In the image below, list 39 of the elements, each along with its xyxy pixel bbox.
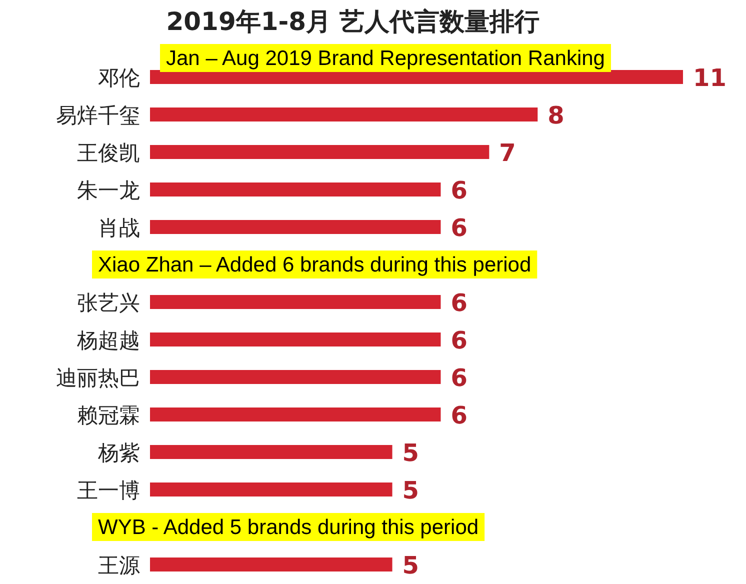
y-tick-label: 王源 (98, 554, 140, 578)
data-label: 6 (450, 176, 468, 204)
y-tick-label: 易烊千玺 (56, 104, 140, 128)
bar (150, 445, 392, 459)
bar (150, 220, 441, 234)
data-label: 6 (450, 326, 468, 354)
data-label: 8 (548, 102, 564, 130)
data-label: 5 (402, 439, 419, 467)
bar (150, 370, 441, 384)
y-tick-label: 迪丽热巴 (56, 366, 140, 390)
bar (150, 182, 441, 196)
y-tick-label: 张艺兴 (77, 291, 140, 315)
y-tick-label: 邓伦 (98, 66, 140, 90)
y-tick-label: 王俊凯 (77, 141, 140, 165)
bar (150, 145, 490, 159)
chart-title: 2019年1-8月 艺人代言数量排行 (166, 7, 540, 36)
bar (150, 408, 441, 422)
y-tick-label: 王一博 (77, 478, 140, 502)
data-label: 7 (499, 139, 516, 167)
bar (150, 558, 392, 572)
data-label: 6 (450, 402, 468, 430)
bar (150, 295, 441, 309)
y-tick-label: 肖战 (98, 216, 140, 240)
data-label: 11 (693, 64, 726, 92)
bar (150, 108, 538, 122)
data-label: 6 (450, 214, 468, 242)
data-label: 6 (450, 364, 468, 392)
data-label: 5 (402, 476, 419, 504)
data-label: 5 (402, 552, 419, 580)
y-tick-label: 杨紫 (97, 441, 140, 465)
data-label: 6 (450, 289, 468, 317)
bar (150, 482, 392, 496)
annotation: Jan – Aug 2019 Brand Representation Ranking (166, 47, 605, 70)
y-tick-label: 朱一龙 (77, 178, 140, 202)
y-tick-label: 杨超越 (76, 328, 140, 352)
y-tick-label: 赖冠霖 (77, 404, 140, 428)
annotation: WYB - Added 5 brands during this period (98, 516, 479, 539)
annotation: Xiao Zhan – Added 6 brands during this period (98, 254, 532, 276)
bar (150, 332, 441, 346)
